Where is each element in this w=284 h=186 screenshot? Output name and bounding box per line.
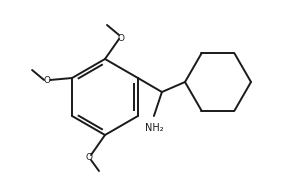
Text: O: O — [43, 76, 51, 84]
Text: O: O — [118, 33, 124, 42]
Text: O: O — [85, 153, 93, 161]
Text: NH₂: NH₂ — [145, 123, 163, 133]
